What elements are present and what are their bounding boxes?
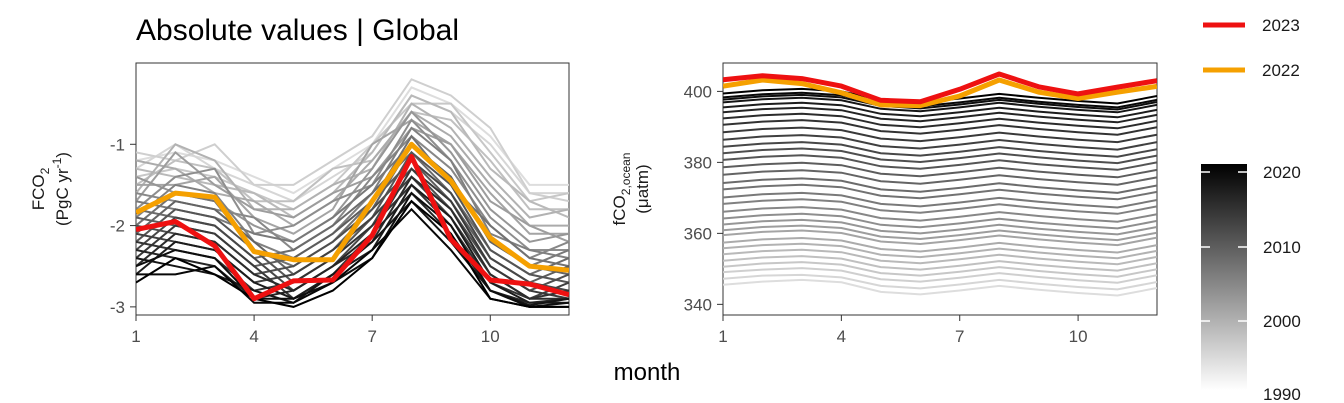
left-series-1992 — [136, 78, 569, 203]
colorbar-label: 1990 — [1263, 385, 1301, 403]
right-series-2007 — [723, 169, 1157, 186]
left-series-2021 — [136, 199, 569, 308]
left-panel-border — [135, 62, 570, 316]
right-series-2017 — [723, 101, 1157, 119]
right-x-tick-label: 10 — [1069, 327, 1088, 346]
left-axes: 1 4 7 10 -1 -2 -3 — [110, 135, 500, 346]
left-series-group — [136, 78, 569, 308]
left-series-1997 — [136, 110, 569, 227]
right-y-tick-label: 400 — [684, 82, 712, 101]
right-series-2000 — [723, 218, 1157, 236]
left-series-2001 — [136, 118, 569, 251]
right-series-2018 — [723, 96, 1157, 114]
colorbar-label: 2020 — [1263, 163, 1301, 182]
left-x-tick-label: 10 — [481, 327, 500, 346]
right-y-tick-label: 360 — [684, 224, 712, 243]
right-series-2009 — [723, 154, 1157, 171]
left-series-2011 — [136, 158, 569, 292]
right-series-1996 — [723, 242, 1157, 260]
right-x-tick-label: 1 — [718, 327, 727, 346]
right-series-1992 — [723, 267, 1157, 284]
left-y-tick-label: -2 — [110, 217, 125, 236]
left-y-axis-unit: (PgC yr-1) — [50, 152, 72, 226]
left-panel: 1 4 7 10 -1 -2 -3 FCO2 (PgC yr-1) — [29, 62, 570, 346]
right-series-2003 — [723, 198, 1157, 215]
right-series-2008 — [723, 161, 1157, 179]
left-series-2019 — [136, 191, 569, 308]
right-series-2023 — [723, 71, 1157, 105]
left-y-tick-label: -1 — [110, 135, 125, 154]
left-series-1990 — [136, 86, 569, 195]
right-series-2019 — [723, 93, 1157, 111]
left-series-1995 — [136, 94, 569, 219]
legend-label-2022: 2022 — [1262, 61, 1300, 80]
colorbar-ticks: 2020 2010 2000 1990 — [1201, 163, 1301, 403]
left-series-1998 — [136, 118, 569, 235]
left-series-2005 — [136, 134, 569, 268]
right-series-2020 — [723, 91, 1157, 109]
x-axis-label: month — [614, 359, 681, 386]
right-series-1997 — [723, 236, 1157, 254]
right-series-2015 — [723, 112, 1157, 130]
right-series-1993 — [723, 261, 1157, 278]
right-y-tick-label: 380 — [684, 153, 712, 172]
colorbar-label: 2000 — [1263, 312, 1301, 331]
right-series-2013 — [723, 126, 1157, 144]
right-panel: 1 4 7 10 400 380 360 340 fCO2,ocean (μatm) — [610, 62, 1158, 346]
right-series-1991 — [723, 273, 1157, 291]
right-x-tick-label: 4 — [837, 327, 846, 346]
right-series-1994 — [723, 255, 1157, 272]
right-series-1990 — [723, 278, 1157, 297]
right-series-2005 — [723, 183, 1157, 201]
legend: 2023 2022 2020 2010 2000 1990 — [1201, 16, 1301, 403]
right-series-2022 — [723, 77, 1157, 109]
left-series-2009 — [136, 150, 569, 284]
colorbar — [1201, 164, 1247, 390]
chart-title: Absolute values | Global — [136, 14, 459, 47]
right-series-2006 — [723, 177, 1157, 194]
left-series-2017 — [136, 183, 569, 304]
right-series-1998 — [723, 229, 1157, 247]
right-series-1995 — [723, 248, 1157, 266]
right-series-group — [723, 71, 1157, 297]
left-series-2022 — [136, 141, 569, 273]
left-series-1999 — [136, 126, 569, 243]
left-x-tick-label: 7 — [367, 327, 376, 346]
right-y-tick-label: 340 — [684, 295, 712, 314]
right-series-2014 — [723, 119, 1157, 136]
left-y-axis-label: FCO2 — [29, 167, 52, 210]
left-y-tick-label: -3 — [110, 298, 125, 317]
right-series-2016 — [723, 106, 1157, 124]
right-series-2004 — [723, 191, 1157, 209]
right-series-1999 — [723, 224, 1157, 242]
right-series-2012 — [723, 134, 1157, 151]
left-series-2023 — [136, 154, 569, 302]
right-series-2010 — [723, 147, 1157, 165]
right-series-2001 — [723, 212, 1157, 230]
left-x-tick-label: 4 — [249, 327, 258, 346]
left-series-1994 — [136, 110, 569, 211]
right-series-2002 — [723, 206, 1157, 223]
right-axes: 1 4 7 10 400 380 360 340 — [684, 82, 1088, 346]
right-y-axis-label: fCO2,ocean — [610, 153, 633, 226]
right-series-2011 — [723, 141, 1157, 158]
legend-label-2023: 2023 — [1262, 16, 1300, 35]
left-x-tick-label: 1 — [131, 327, 140, 346]
right-x-tick-label: 7 — [955, 327, 964, 346]
left-series-2003 — [136, 126, 569, 260]
colorbar-label: 2010 — [1263, 238, 1301, 257]
right-y-axis-unit: (μatm) — [633, 164, 652, 213]
